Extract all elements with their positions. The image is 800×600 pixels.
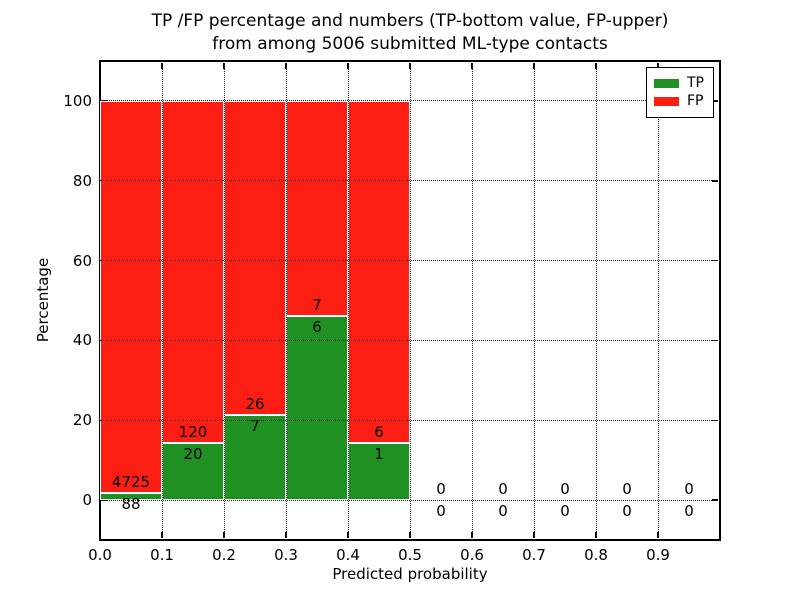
y-tick-label: 40: [72, 331, 92, 350]
fp-count-label: 7: [312, 295, 322, 314]
legend-swatch-tp: [654, 79, 679, 88]
bar-fp-segment: [348, 100, 410, 444]
fp-count-label: 0: [498, 480, 508, 499]
tp-count-label: 1: [374, 445, 384, 464]
bar-fp-segment: [224, 100, 286, 416]
legend-entry-tp: TP: [654, 75, 704, 92]
legend-entry-fp: FP: [654, 93, 704, 110]
x-tick-label: 0.3: [274, 546, 298, 564]
x-tick-mark: [99, 532, 101, 538]
fp-count-label: 0: [560, 480, 570, 499]
x-tick-label: 0.8: [584, 546, 608, 564]
x-axis-label: Predicted probability: [332, 565, 488, 583]
x-tick-label: 0.6: [460, 546, 484, 564]
x-tick-label: 0.0: [88, 546, 112, 564]
bar-fp-segment: [286, 100, 348, 316]
bar-fp-segment: [100, 100, 162, 493]
fp-count-label: 0: [684, 480, 694, 499]
fp-count-label: 6: [374, 423, 384, 442]
gridline-vertical: [471, 61, 473, 540]
bar-tp-segment: [286, 315, 348, 501]
tp-count-label: 6: [312, 317, 322, 336]
gridline-vertical: [347, 61, 349, 540]
fp-count-label: 0: [436, 480, 446, 499]
tp-count-label: 7: [250, 417, 260, 436]
legend-label-tp: TP: [687, 75, 704, 91]
x-tick-label: 0.9: [646, 546, 670, 564]
tp-count-label: 0: [622, 502, 632, 521]
plot-area: 4725 88 120 20 26 7 7 6 6 1 0 0 0 0 0 0 0 0 0 0: [100, 61, 720, 540]
gridline-vertical: [595, 61, 597, 540]
y-axis-label: Percentage: [34, 257, 52, 343]
chart-title-line1: TP /FP percentage and numbers (TP-bottom…: [151, 11, 669, 31]
x-tick-mark-top: [99, 63, 101, 69]
tp-count-label: 0: [436, 502, 446, 521]
fp-count-label: 4725: [111, 472, 151, 491]
x-tick-label: 0.5: [398, 546, 422, 564]
fp-count-label: 26: [245, 395, 265, 414]
gridline-vertical: [409, 61, 411, 540]
y-tick-label: 0: [82, 491, 92, 510]
tp-count-label: 88: [121, 494, 141, 513]
y-tick-label: 100: [63, 91, 92, 110]
bar-fp-segment: [162, 100, 224, 444]
tp-count-label: 0: [560, 502, 570, 521]
tp-count-label: 20: [183, 445, 203, 464]
gridline-vertical: [533, 61, 535, 540]
fp-count-label: 120: [178, 423, 208, 442]
x-tick-label: 0.2: [212, 546, 236, 564]
gridline-vertical: [285, 61, 287, 540]
gridline-vertical: [161, 61, 163, 540]
x-tick-label: 0.1: [150, 546, 174, 564]
y-tick-label: 20: [72, 411, 92, 430]
bar-tp-segment: [224, 415, 286, 501]
tp-count-label: 0: [684, 502, 694, 521]
gridline-vertical: [223, 61, 225, 540]
x-tick-label: 0.7: [522, 546, 546, 564]
y-tick-label: 60: [72, 251, 92, 270]
legend-swatch-fp: [654, 97, 679, 106]
legend: TP FP: [646, 67, 714, 118]
x-tick-label: 0.4: [336, 546, 360, 564]
tp-count-label: 0: [498, 502, 508, 521]
gridline-vertical: [657, 61, 659, 540]
legend-label-fp: FP: [687, 93, 704, 109]
y-tick-label: 80: [72, 171, 92, 190]
chart-title-line2: from among 5006 submitted ML-type contac…: [212, 34, 608, 54]
fp-count-label: 0: [622, 480, 632, 499]
chart-title: TP /FP percentage and numbers (TP-bottom…: [100, 10, 720, 56]
